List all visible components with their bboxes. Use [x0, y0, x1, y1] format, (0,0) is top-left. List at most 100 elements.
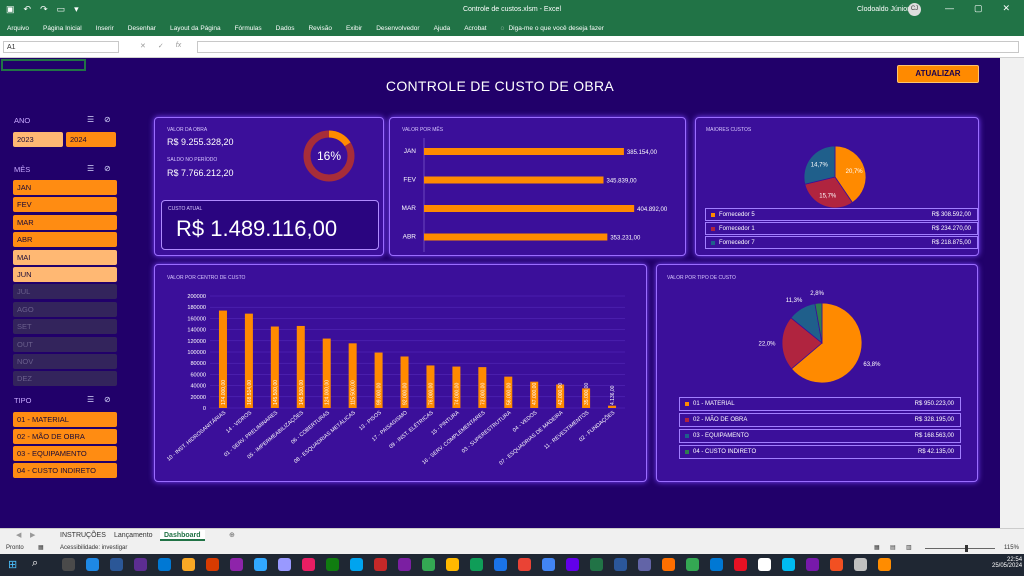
slicer-item-01-material[interactable]: 01 - MATERIAL	[13, 412, 117, 427]
refresh-button[interactable]: ATUALIZAR	[897, 65, 979, 83]
taskbar-app-icon[interactable]	[446, 558, 459, 571]
slicer-item-mar[interactable]: MAR	[13, 214, 117, 230]
add-sheet-icon[interactable]: ⊕	[229, 532, 235, 539]
tab-arquivo[interactable]: Arquivo	[7, 24, 30, 32]
multiselect-icon[interactable]: ☰	[87, 164, 95, 173]
taskbar-app-icon[interactable]	[422, 558, 435, 571]
taskbar-app-icon[interactable]	[494, 558, 507, 571]
taskbar-app-icon[interactable]	[566, 558, 579, 571]
name-box[interactable]: A1	[3, 41, 119, 53]
clear-filter-icon[interactable]: ⊘	[104, 395, 111, 404]
taskbar-app-icon[interactable]	[638, 558, 651, 571]
tab-pagina-inicial[interactable]: Página Inicial	[43, 24, 82, 32]
taskbar-app-icon[interactable]	[158, 558, 171, 571]
tab-layout[interactable]: Layout da Página	[169, 24, 221, 32]
slicer-item-jan[interactable]: JAN	[13, 180, 117, 195]
taskbar-app-icon[interactable]	[590, 558, 603, 571]
tab-revisao[interactable]: Revisão	[308, 24, 332, 32]
slicer-item-02-mao-de-obra[interactable]: 02 - MÃO DE OBRA	[13, 429, 117, 444]
avatar[interactable]: CJ	[908, 3, 921, 16]
taskbar-app-icon[interactable]	[758, 558, 771, 571]
tab-dados[interactable]: Dados	[275, 24, 295, 32]
save-icon[interactable]: ▣	[6, 4, 15, 14]
tab-exibir[interactable]: Exibir	[345, 24, 363, 32]
sheet-tab-dashboard[interactable]: Dashboard	[160, 530, 205, 541]
taskbar-app-icon[interactable]	[782, 558, 795, 571]
slicer-item-03-equipamento[interactable]: 03 - EQUIPAMENTO	[13, 446, 117, 461]
slicer-item-abr[interactable]: ABR	[13, 232, 117, 248]
formula-input[interactable]	[197, 41, 1019, 53]
multiselect-icon[interactable]: ☰	[87, 395, 95, 404]
undo-icon[interactable]: ↶	[23, 4, 32, 14]
taskbar-app-icon[interactable]	[662, 558, 675, 571]
taskbar-app-icon[interactable]	[614, 558, 627, 571]
slicer-item-ago[interactable]: AGO	[13, 301, 117, 317]
vertical-scrollbar[interactable]	[1000, 58, 1024, 528]
slicer-item-mai[interactable]: MAI	[13, 249, 117, 265]
taskbar-app-icon[interactable]	[734, 558, 747, 571]
taskbar-app-icon[interactable]	[398, 558, 411, 571]
zoom-slider-thumb[interactable]	[965, 545, 968, 552]
clear-filter-icon[interactable]: ⊘	[104, 115, 111, 124]
taskbar-app-icon[interactable]	[254, 558, 267, 571]
tab-nav-next-icon[interactable]: ▶	[30, 532, 36, 539]
slicer-item-2024[interactable]: 2024	[66, 132, 116, 147]
normal-view-icon[interactable]: ▦	[874, 545, 880, 551]
tell-me-search[interactable]: Diga-me o que você deseja fazer	[508, 24, 604, 32]
slicer-item-out[interactable]: OUT	[13, 336, 117, 352]
taskbar-app-icon[interactable]	[326, 558, 339, 571]
tab-nav-prev-icon[interactable]: ◀	[16, 532, 22, 539]
macro-icon[interactable]: ▦	[38, 545, 44, 551]
slicer-item-04-custo-indireto[interactable]: 04 - CUSTO INDIRETO	[13, 463, 117, 478]
taskbar-app-icon[interactable]	[686, 558, 699, 571]
taskbar-app-icon[interactable]	[110, 558, 123, 571]
page-break-icon[interactable]: ▥	[906, 545, 912, 551]
slicer-item-set[interactable]: SET	[13, 319, 117, 335]
maximize-icon[interactable]: ▢	[974, 3, 983, 13]
close-icon[interactable]: ✕	[1002, 3, 1011, 13]
clear-filter-icon[interactable]: ⊘	[104, 164, 111, 173]
taskbar-app-icon[interactable]	[230, 558, 243, 571]
user-name[interactable]: Clodoaldo Júnior	[857, 6, 910, 13]
windows-start-icon[interactable]: ⊞	[8, 559, 18, 571]
redo-icon[interactable]: ↷	[40, 4, 48, 14]
taskbar-app-icon[interactable]	[854, 558, 867, 571]
accessibility-status[interactable]: Acessibilidade: investigar	[60, 545, 128, 551]
taskbar-app-icon[interactable]	[62, 558, 75, 571]
fx-icon[interactable]: fx	[175, 42, 182, 49]
taskbar-app-icon[interactable]	[374, 558, 387, 571]
slicer-item-2023[interactable]: 2023	[13, 132, 63, 147]
taskbar-app-icon[interactable]	[182, 558, 195, 571]
slicer-item-nov[interactable]: NOV	[13, 354, 117, 369]
page-layout-icon[interactable]: ▤	[890, 545, 896, 551]
taskbar-app-icon[interactable]	[830, 558, 843, 571]
tab-acrobat[interactable]: Acrobat	[464, 24, 487, 32]
taskbar-app-icon[interactable]	[518, 558, 531, 571]
taskbar-search-icon[interactable]: ⌕	[32, 557, 39, 569]
taskbar-app-icon[interactable]	[350, 558, 363, 571]
sheet-tab-lancamento[interactable]: Lançamento	[114, 532, 153, 539]
slicer-item-fev[interactable]: FEV	[13, 197, 117, 213]
taskbar-app-icon[interactable]	[278, 558, 291, 571]
sheet-tab-instrucoes[interactable]: INSTRUÇÕES	[60, 532, 106, 539]
zoom-level[interactable]: 115%	[1004, 545, 1019, 551]
enter-icon[interactable]: ✓	[157, 43, 164, 50]
taskbar-app-icon[interactable]	[302, 558, 315, 571]
active-cell[interactable]	[1, 59, 86, 71]
taskbar-app-icon[interactable]	[542, 558, 555, 571]
quick-access-more-icon[interactable]: ▾	[74, 4, 79, 14]
minimize-icon[interactable]: —	[945, 3, 954, 13]
taskbar-app-icon[interactable]	[470, 558, 483, 571]
slicer-item-jun[interactable]: JUN	[13, 267, 117, 282]
taskbar-app-icon[interactable]	[134, 558, 147, 571]
slicer-item-dez[interactable]: DEZ	[13, 371, 117, 387]
tab-desenhar[interactable]: Desenhar	[127, 24, 156, 32]
cancel-icon[interactable]: ✕	[140, 43, 146, 50]
tab-desenvolvedor[interactable]: Desenvolvedor	[376, 24, 420, 32]
multiselect-icon[interactable]: ☰	[87, 115, 95, 124]
taskbar-app-icon[interactable]	[878, 558, 891, 571]
tab-inserir[interactable]: Inserir	[95, 24, 114, 32]
slicer-item-jul[interactable]: JUL	[13, 284, 117, 300]
taskbar-app-icon[interactable]	[806, 558, 819, 571]
taskbar-app-icon[interactable]	[710, 558, 723, 571]
